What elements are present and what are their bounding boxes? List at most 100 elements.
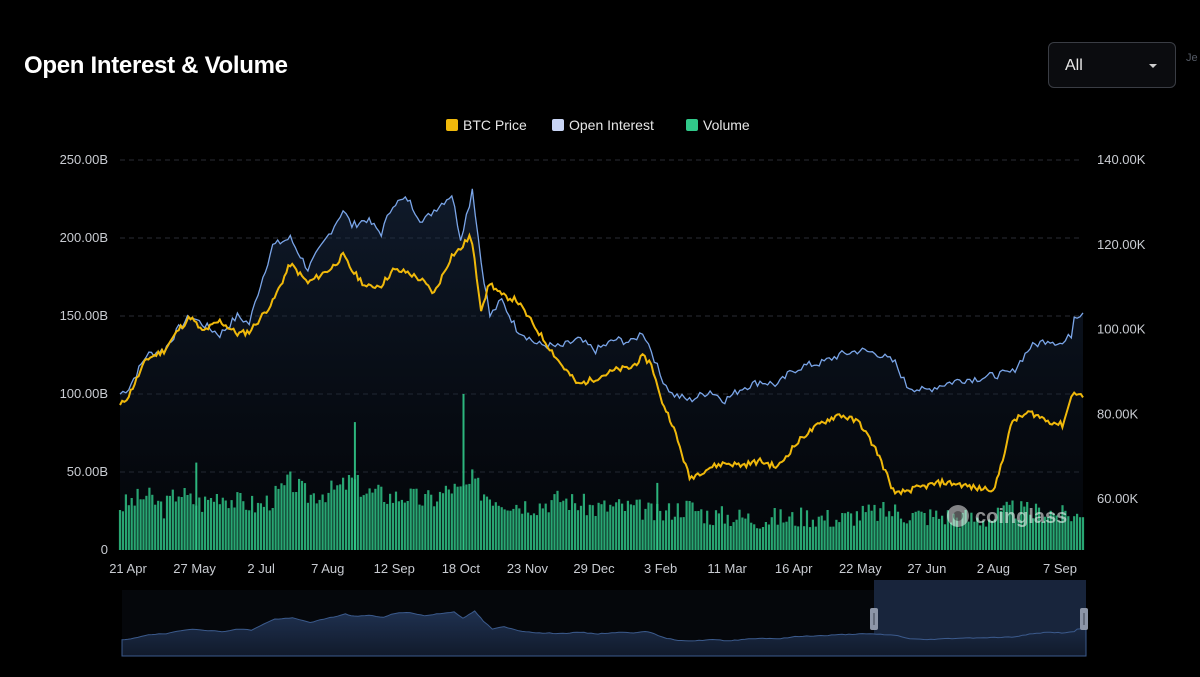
volume-bar (908, 520, 911, 550)
watermark-text: coinglass (975, 506, 1067, 528)
volume-bar (1029, 514, 1032, 550)
volume-bar (615, 502, 618, 550)
volume-bar (298, 478, 301, 550)
x-axis-tick-label: 2 Jul (247, 561, 275, 576)
volume-bar (477, 477, 480, 550)
right-axis-tick-label: 120.00K (1097, 237, 1146, 252)
x-axis-tick-label: 29 Dec (573, 561, 615, 576)
volume-bar (943, 524, 947, 550)
volume-bar (1032, 518, 1035, 550)
volume-bar (394, 491, 398, 550)
volume-bar (618, 499, 621, 550)
volume-bar (823, 520, 826, 550)
volume-bar (424, 494, 427, 550)
volume-bar (450, 493, 453, 550)
left-axis-tick-label: 100.00B (60, 386, 108, 401)
volume-bar (1079, 517, 1082, 550)
volume-bar (993, 519, 996, 550)
volume-bar (192, 504, 195, 550)
volume-bar (682, 517, 685, 550)
right-axis-tick-label: 60.00K (1097, 491, 1139, 506)
volume-bar (198, 497, 201, 550)
volume-bar (212, 501, 216, 550)
volume-bar (676, 503, 679, 550)
right-axis-tick-label: 100.00K (1097, 322, 1146, 337)
navigator-series-area (121, 610, 1087, 657)
volume-bar (300, 480, 304, 550)
volume-bar (295, 492, 298, 550)
volume-bar (497, 505, 500, 550)
volume-bar (996, 507, 999, 550)
volume-bar (923, 513, 926, 550)
volume-bar (550, 500, 553, 550)
volume-bar (1040, 521, 1043, 550)
volume-bar (861, 505, 864, 550)
volume-bar (204, 496, 207, 550)
range-navigator[interactable] (121, 580, 1088, 657)
volume-bar (136, 488, 139, 550)
volume-bar (1023, 506, 1026, 550)
volume-bar (174, 501, 177, 550)
volume-bar (383, 502, 386, 550)
volume-bar (867, 504, 870, 550)
volume-bar (386, 503, 389, 550)
open-interest-line (119, 188, 1084, 405)
volume-bar (735, 519, 738, 550)
volume-bar (227, 508, 230, 550)
volume-bar (1026, 502, 1029, 550)
volume-bar (532, 513, 536, 550)
volume-bar (773, 508, 776, 550)
volume-bar (201, 511, 204, 550)
volume-bar (271, 508, 274, 550)
volume-bar (756, 528, 759, 550)
volume-bar (932, 517, 935, 550)
x-axis-tick-label: 11 Mar (707, 561, 747, 576)
volume-bar (256, 502, 260, 550)
volume-bar (347, 475, 351, 550)
volume-bar (207, 499, 210, 550)
volume-bar (1058, 521, 1061, 550)
volume-bar (459, 486, 462, 550)
volume-bar (732, 522, 735, 550)
volume-bar (785, 521, 788, 550)
volume-bar (791, 512, 794, 550)
volume-bar (544, 503, 547, 550)
volume-bar (1052, 513, 1055, 550)
volume-bar (574, 503, 577, 550)
volume-bar (797, 526, 800, 550)
volume-bar (641, 519, 644, 550)
volume-bar (914, 511, 917, 550)
volume-bar (254, 512, 257, 550)
volume-bar (779, 509, 782, 550)
volume-bar (315, 503, 318, 550)
volume-bar (888, 511, 891, 550)
volume-bar (430, 494, 433, 550)
volume-bar (415, 488, 418, 550)
volume-bar (709, 524, 712, 550)
volume-bar (565, 498, 568, 550)
x-axis: 21 Apr 27 May 2 Jul 7 Aug 12 Sep 18 Oct 23 Nov… (109, 561, 1077, 576)
right-y-axis: 60.00K 80.00K 100.00K 120.00K 140.00K (1097, 152, 1146, 506)
volume-bar (389, 493, 392, 550)
volume-bar (1081, 517, 1085, 550)
time-range-select[interactable]: All (1048, 42, 1176, 88)
x-axis-tick-label: 3 Feb (644, 561, 677, 576)
volume-bar (1070, 521, 1073, 550)
volume-bar (527, 512, 530, 550)
legend-label: BTC Price (463, 117, 527, 133)
volume-bar (841, 513, 844, 550)
volume-bar (665, 510, 668, 550)
volume-bar (767, 524, 770, 550)
volume-bar (703, 523, 706, 550)
volume-bar (471, 469, 474, 550)
volume-bar (1073, 516, 1076, 550)
volume-bar (177, 496, 180, 550)
left-y-axis: 0 50.00B 100.00B 150.00B 200.00B 250.00B (60, 152, 108, 557)
volume-bar (292, 492, 295, 550)
volume-bar (1067, 516, 1070, 550)
volume-bar (621, 503, 624, 550)
volume-bar (562, 500, 565, 550)
volume-bar (594, 516, 597, 550)
volume-bar (433, 506, 436, 550)
volume-bar (371, 492, 374, 550)
